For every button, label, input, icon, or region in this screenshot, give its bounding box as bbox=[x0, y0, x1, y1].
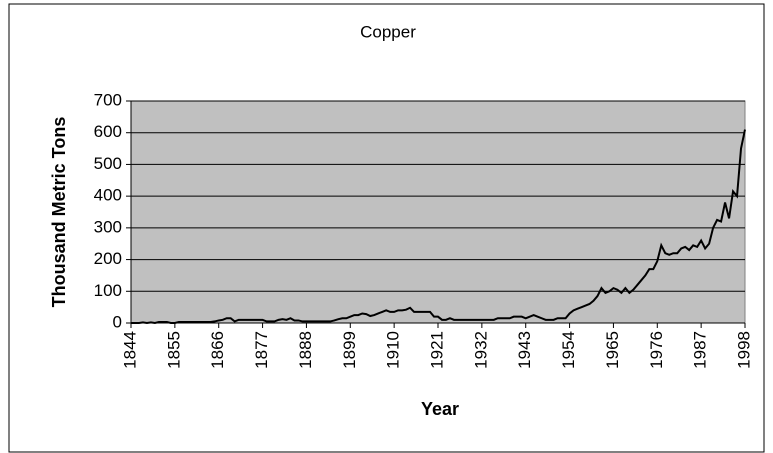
x-tick-label: 1877 bbox=[252, 331, 271, 369]
x-tick-label: 1987 bbox=[691, 331, 710, 369]
y-tick-label: 0 bbox=[113, 312, 122, 331]
x-tick-label: 1954 bbox=[559, 331, 578, 369]
x-tick-label: 1888 bbox=[296, 331, 315, 369]
y-tick-label: 700 bbox=[94, 90, 122, 109]
x-tick-label: 1976 bbox=[647, 331, 666, 369]
x-tick-label: 1899 bbox=[340, 331, 359, 369]
chart-title: Copper bbox=[360, 22, 416, 41]
x-tick-label: 1855 bbox=[164, 331, 183, 369]
y-tick-label: 100 bbox=[94, 281, 122, 300]
x-tick-label: 1932 bbox=[471, 331, 490, 369]
y-tick-label: 200 bbox=[94, 249, 122, 268]
x-tick-label: 1921 bbox=[427, 331, 446, 369]
y-tick-label: 400 bbox=[94, 186, 122, 205]
x-tick-label: 1910 bbox=[384, 331, 403, 369]
x-tick-label: 1866 bbox=[208, 331, 227, 369]
x-tick-label: 1998 bbox=[734, 331, 753, 369]
y-tick-label: 600 bbox=[94, 122, 122, 141]
x-tick-label: 1965 bbox=[603, 331, 622, 369]
data-line bbox=[131, 129, 746, 325]
y-axis-title: Thousand Metric Tons bbox=[49, 117, 69, 308]
x-axis-title: Year bbox=[421, 399, 459, 419]
x-tick-label: 1943 bbox=[515, 331, 534, 369]
y-tick-label: 500 bbox=[94, 154, 122, 173]
x-tick-label: 1844 bbox=[120, 331, 139, 369]
y-tick-label: 300 bbox=[94, 217, 122, 236]
plot-area bbox=[130, 100, 746, 324]
